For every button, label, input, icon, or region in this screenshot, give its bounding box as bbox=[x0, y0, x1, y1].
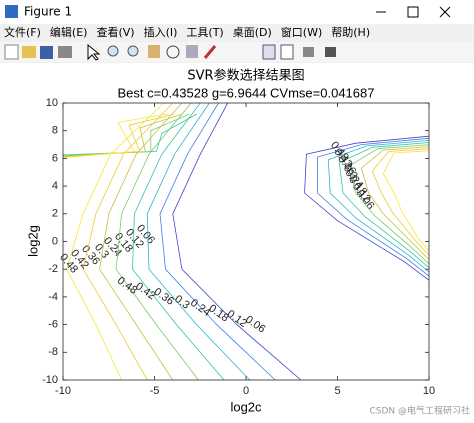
title-bar bbox=[0, 0, 474, 24]
x-tick-label: 10 bbox=[423, 385, 435, 397]
rotate-icon[interactable] bbox=[166, 45, 180, 59]
maximize-button[interactable] bbox=[407, 6, 419, 18]
link-icon[interactable] bbox=[262, 44, 276, 60]
zoom-in-icon[interactable] bbox=[107, 45, 119, 57]
property-icon[interactable] bbox=[325, 47, 336, 57]
y-tick-label: 8 bbox=[52, 125, 58, 137]
contour-line bbox=[317, 137, 430, 277]
contour-line bbox=[360, 146, 430, 260]
y-tick-label: -6 bbox=[48, 319, 58, 331]
close-button[interactable] bbox=[439, 6, 451, 18]
contour-line bbox=[82, 102, 174, 381]
contour-line bbox=[146, 102, 250, 381]
zoom-out-icon[interactable] bbox=[127, 45, 139, 57]
y-tick-label: 10 bbox=[46, 97, 58, 109]
x-axis-label: log2c bbox=[230, 399, 262, 414]
figure-area bbox=[0, 63, 474, 419]
pointer-icon[interactable] bbox=[87, 43, 101, 61]
y-tick-label: -10 bbox=[42, 374, 58, 386]
y-tick-label: -4 bbox=[48, 291, 58, 303]
contour-line bbox=[115, 102, 199, 381]
y-tick-label: 2 bbox=[52, 208, 58, 220]
contour-line bbox=[327, 140, 430, 273]
print-icon[interactable] bbox=[58, 46, 72, 58]
contour-line bbox=[159, 102, 276, 381]
menu-item[interactable]: 工具(T) bbox=[186, 26, 223, 39]
contour-line bbox=[382, 150, 430, 252]
x-tick-label: -10 bbox=[55, 385, 71, 397]
contour-line bbox=[304, 135, 430, 281]
x-tick-label: -5 bbox=[150, 385, 160, 397]
legend-icon[interactable] bbox=[303, 47, 314, 57]
new-icon[interactable] bbox=[4, 44, 19, 60]
y-tick-label: 0 bbox=[52, 235, 58, 247]
y-axis-label: log2g bbox=[25, 225, 40, 257]
contour-line bbox=[172, 102, 302, 381]
menu-item[interactable]: 文件(F) bbox=[4, 25, 41, 39]
open-icon[interactable] bbox=[22, 46, 36, 58]
menu-item[interactable]: 编辑(E) bbox=[50, 25, 88, 39]
chart-subtitle: Best c=0.43528 g=6.9644 CVmse=0.041687 bbox=[118, 85, 375, 100]
save-icon[interactable] bbox=[40, 46, 53, 59]
menu-item[interactable]: 插入(I) bbox=[144, 25, 178, 39]
y-tick-label: -8 bbox=[48, 346, 58, 358]
contour-line bbox=[132, 102, 225, 381]
datacursor-icon[interactable] bbox=[186, 45, 198, 58]
menu-item[interactable]: 桌面(D) bbox=[233, 26, 272, 39]
pan-icon[interactable] bbox=[148, 45, 160, 58]
app-icon bbox=[5, 5, 18, 18]
x-tick-label: 5 bbox=[334, 385, 340, 397]
menu-item[interactable]: 帮助(H) bbox=[331, 25, 370, 39]
menu-item[interactable]: 查看(V) bbox=[96, 25, 134, 39]
contour-line bbox=[62, 113, 168, 159]
toolbar bbox=[0, 42, 474, 62]
watermark: CSDN @电气工程研习社 bbox=[369, 405, 470, 417]
y-tick-label: 6 bbox=[52, 152, 58, 164]
contour-line bbox=[349, 144, 430, 264]
menu-item[interactable]: 窗口(W) bbox=[281, 25, 322, 39]
window-title: Figure 1 bbox=[24, 5, 72, 19]
colorbar-icon[interactable] bbox=[280, 44, 294, 60]
contour-line bbox=[371, 148, 430, 256]
contour-line bbox=[338, 142, 430, 269]
y-tick-label: -2 bbox=[48, 263, 58, 275]
x-tick-label: 0 bbox=[243, 385, 249, 397]
contour-line bbox=[66, 102, 164, 381]
brush-icon[interactable] bbox=[203, 45, 217, 59]
menu-bar: 文件(F) 编辑(E) 查看(V) 插入(I) 工具(T) 桌面(D) 窗口(W) 帮助(H) bbox=[4, 25, 370, 39]
y-tick-label: 4 bbox=[52, 180, 58, 192]
chart-title: SVR参数选择结果图 bbox=[187, 68, 304, 84]
